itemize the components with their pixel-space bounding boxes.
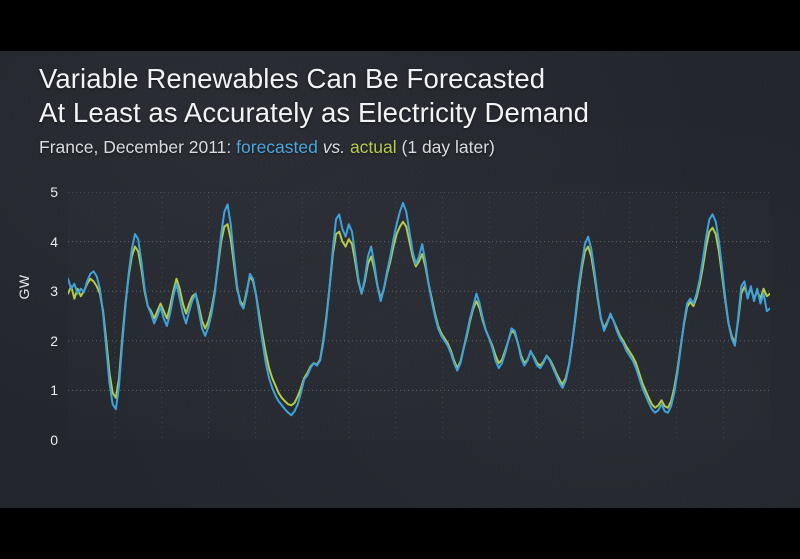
y-axis-tick-labels: 0 1 2 3 4 5	[8, 51, 58, 508]
y-axis-tick-4: 4	[50, 233, 58, 250]
subtitle-vs: vs.	[317, 137, 350, 157]
plot-area	[68, 192, 770, 440]
series-line-forecasted	[68, 201, 770, 417]
presentation-slide: Variable Renewables Can Be Forecasted At…	[0, 51, 800, 508]
title-block: Variable Renewables Can Be Forecasted At…	[39, 62, 589, 158]
page-title-line-2: At Least as Accurately as Electricity De…	[39, 97, 590, 128]
subtitle: France, December 2011: forecasted vs. ac…	[39, 136, 589, 158]
legend-label-forecasted: forecasted	[236, 137, 318, 157]
horizontal-gridlines	[68, 192, 770, 391]
plot-svg	[68, 192, 770, 440]
series-line-actual	[68, 220, 770, 409]
legend-label-actual: actual	[349, 137, 397, 157]
y-axis-tick-2: 2	[50, 332, 58, 349]
page-title-line-1: Variable Renewables Can Be Forecasted	[39, 63, 546, 94]
letterbox-top	[0, 0, 800, 51]
vertical-gridlines	[114, 192, 724, 440]
y-axis-tick-3: 3	[50, 283, 58, 300]
subtitle-suffix: (1 day later)	[396, 137, 495, 157]
letterbox-bottom	[0, 508, 800, 559]
subtitle-prefix: France, December 2011:	[39, 137, 237, 157]
y-axis-tick-1: 1	[50, 382, 58, 399]
y-axis-tick-5: 5	[50, 184, 58, 200]
y-axis-tick-0: 0	[50, 432, 58, 448]
